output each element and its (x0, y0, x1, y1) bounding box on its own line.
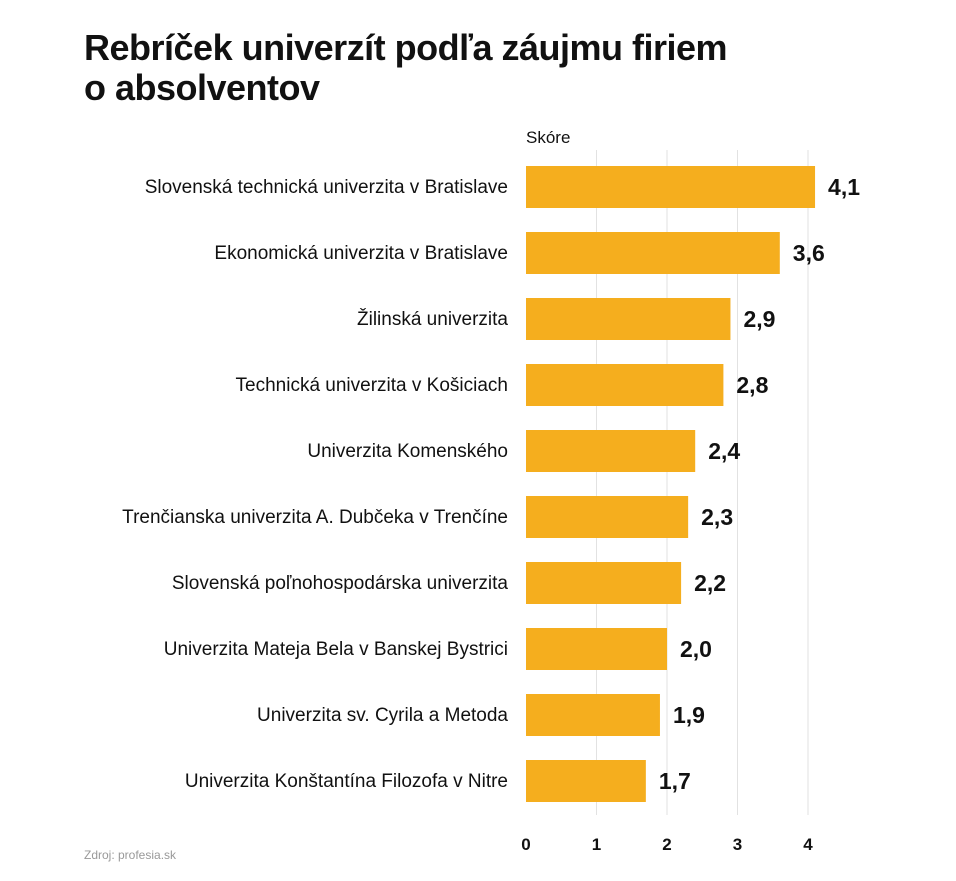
tick-label: 3 (733, 835, 742, 854)
data-label: 2,2 (694, 570, 726, 596)
source-note: Zdroj: profesia.sk (84, 848, 177, 862)
bar (526, 232, 780, 274)
bar (526, 166, 816, 208)
tick-label: 2 (662, 835, 671, 854)
data-label: 2,9 (743, 306, 775, 332)
bar (526, 628, 667, 670)
bar (526, 430, 696, 472)
data-label: 3,6 (793, 240, 825, 266)
bar (526, 364, 724, 406)
bar (526, 760, 646, 802)
tick-labels: 0 1 2 3 4 (521, 835, 813, 854)
category-label: Univerzita Mateja Bela v Banskej Bystric… (164, 639, 508, 660)
category-label: Ekonomická univerzita v Bratislave (214, 243, 508, 264)
bar (526, 694, 660, 736)
category-label: Slovenská poľnohospodárska univerzita (172, 573, 509, 594)
category-label: Technická univerzita v Košiciach (236, 375, 508, 396)
bars (526, 166, 816, 802)
category-label: Žilinská univerzita (357, 308, 508, 330)
tick-label: 4 (803, 835, 813, 854)
data-label: 2,4 (708, 438, 740, 464)
data-label: 2,3 (701, 504, 733, 530)
bar (526, 298, 731, 340)
bar (526, 496, 689, 538)
axis-title: Skóre (526, 128, 570, 147)
data-label: 2,0 (680, 636, 712, 662)
category-labels: Slovenská technická univerzita v Bratisl… (122, 177, 508, 792)
category-label: Univerzita Konštantína Filozofa v Nitre (185, 771, 508, 792)
data-label: 1,9 (673, 702, 705, 728)
category-label: Univerzita sv. Cyrila a Metoda (257, 705, 508, 726)
data-label: 4,1 (828, 174, 860, 200)
category-label: Trenčianska univerzita A. Dubčeka v Tren… (122, 507, 508, 528)
data-label: 1,7 (659, 768, 691, 794)
tick-label: 0 (521, 835, 530, 854)
chart-title: Rebríček univerzít podľa záujmu firiem o… (84, 28, 844, 108)
value-labels: 4,1 3,6 2,9 2,8 2,4 2,3 2,2 2,0 1,9 1,7 (659, 174, 860, 794)
bar (526, 562, 682, 604)
chart-title-line-1: Rebríček univerzít podľa záujmu firiem (84, 27, 728, 68)
tick-label: 1 (592, 835, 601, 854)
data-label: 2,8 (736, 372, 768, 398)
chart-title-line-2: o absolventov (84, 67, 320, 108)
category-label: Univerzita Komenského (307, 441, 508, 462)
category-label: Slovenská technická univerzita v Bratisl… (145, 177, 508, 198)
